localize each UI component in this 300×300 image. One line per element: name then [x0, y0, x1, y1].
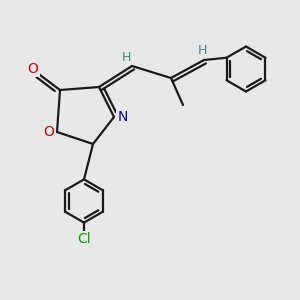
- Text: N: N: [117, 110, 128, 124]
- Text: O: O: [43, 125, 54, 139]
- Text: H: H: [198, 44, 207, 58]
- Text: O: O: [28, 62, 38, 76]
- Text: H: H: [121, 51, 131, 64]
- Text: Cl: Cl: [77, 232, 91, 246]
